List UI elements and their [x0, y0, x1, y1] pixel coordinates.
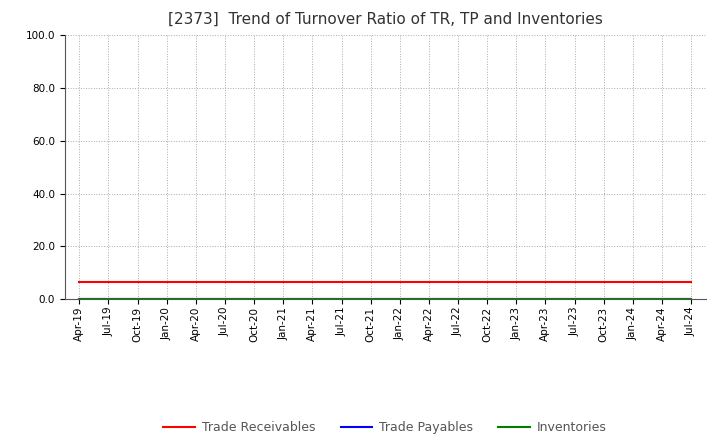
- Trade Payables: [163, 297, 171, 302]
- Inventories: [163, 297, 171, 302]
- Legend: Trade Receivables, Trade Payables, Inventories: Trade Receivables, Trade Payables, Inven…: [158, 416, 612, 439]
- Inventories: [541, 297, 550, 302]
- Trade Receivables: [599, 279, 608, 285]
- Trade Receivables: [104, 279, 113, 285]
- Inventories: [454, 297, 462, 302]
- Inventories: [512, 297, 521, 302]
- Inventories: [570, 297, 579, 302]
- Trade Receivables: [133, 279, 142, 285]
- Trade Receivables: [483, 279, 492, 285]
- Inventories: [75, 297, 84, 302]
- Title: [2373]  Trend of Turnover Ratio of TR, TP and Inventories: [2373] Trend of Turnover Ratio of TR, TP…: [168, 12, 603, 27]
- Trade Receivables: [657, 279, 666, 285]
- Inventories: [366, 297, 375, 302]
- Trade Payables: [687, 297, 696, 302]
- Inventories: [483, 297, 492, 302]
- Trade Receivables: [75, 279, 84, 285]
- Inventories: [250, 297, 258, 302]
- Trade Receivables: [425, 279, 433, 285]
- Trade Receivables: [192, 279, 200, 285]
- Trade Payables: [425, 297, 433, 302]
- Trade Receivables: [541, 279, 550, 285]
- Trade Payables: [541, 297, 550, 302]
- Trade Payables: [395, 297, 404, 302]
- Trade Receivables: [687, 279, 696, 285]
- Inventories: [220, 297, 229, 302]
- Inventories: [279, 297, 287, 302]
- Trade Receivables: [279, 279, 287, 285]
- Inventories: [657, 297, 666, 302]
- Trade Payables: [570, 297, 579, 302]
- Trade Payables: [279, 297, 287, 302]
- Trade Receivables: [570, 279, 579, 285]
- Trade Receivables: [395, 279, 404, 285]
- Inventories: [629, 297, 637, 302]
- Trade Payables: [657, 297, 666, 302]
- Inventories: [599, 297, 608, 302]
- Trade Payables: [629, 297, 637, 302]
- Trade Payables: [366, 297, 375, 302]
- Inventories: [337, 297, 346, 302]
- Trade Payables: [104, 297, 113, 302]
- Trade Payables: [133, 297, 142, 302]
- Trade Payables: [599, 297, 608, 302]
- Trade Payables: [250, 297, 258, 302]
- Inventories: [104, 297, 113, 302]
- Inventories: [687, 297, 696, 302]
- Trade Payables: [75, 297, 84, 302]
- Trade Receivables: [337, 279, 346, 285]
- Inventories: [192, 297, 200, 302]
- Inventories: [133, 297, 142, 302]
- Trade Receivables: [163, 279, 171, 285]
- Trade Receivables: [250, 279, 258, 285]
- Trade Receivables: [512, 279, 521, 285]
- Trade Payables: [192, 297, 200, 302]
- Trade Receivables: [220, 279, 229, 285]
- Trade Payables: [308, 297, 317, 302]
- Trade Receivables: [454, 279, 462, 285]
- Trade Receivables: [308, 279, 317, 285]
- Trade Payables: [512, 297, 521, 302]
- Trade Payables: [483, 297, 492, 302]
- Inventories: [395, 297, 404, 302]
- Trade Payables: [454, 297, 462, 302]
- Trade Receivables: [366, 279, 375, 285]
- Inventories: [308, 297, 317, 302]
- Trade Payables: [337, 297, 346, 302]
- Trade Receivables: [629, 279, 637, 285]
- Trade Payables: [220, 297, 229, 302]
- Inventories: [425, 297, 433, 302]
